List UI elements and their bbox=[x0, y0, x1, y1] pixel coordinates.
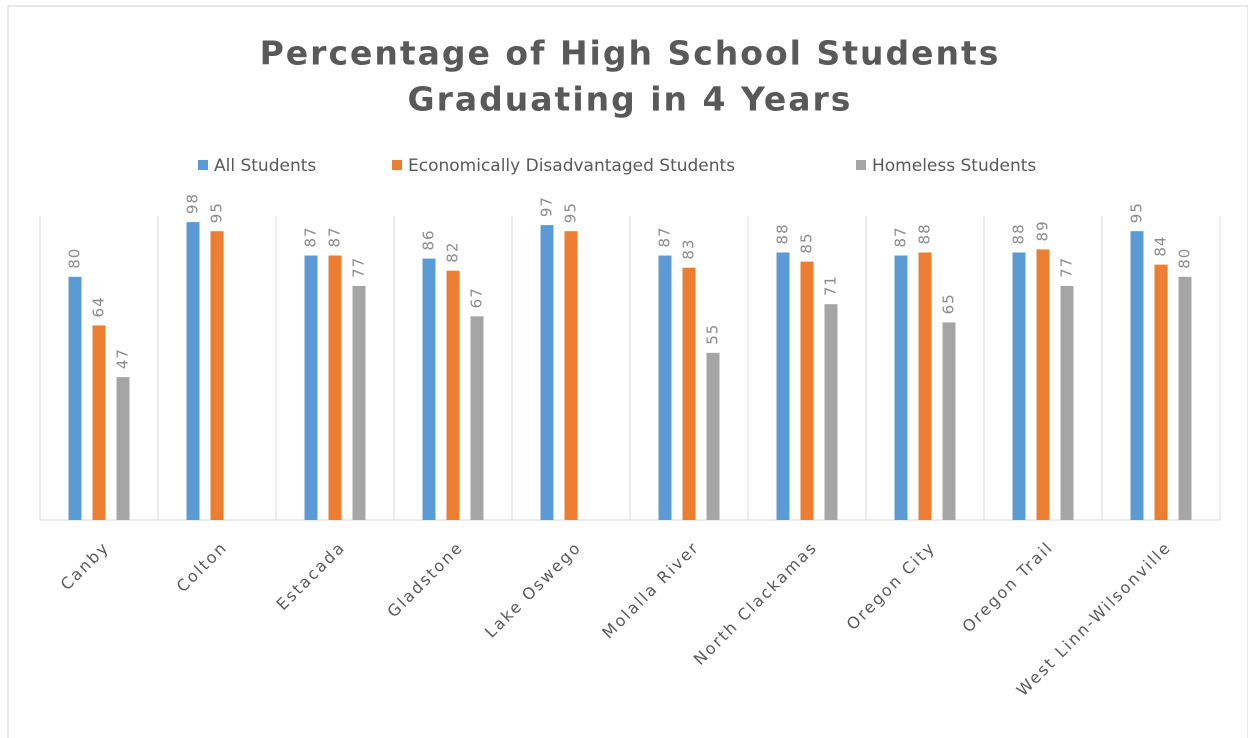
data-label: 95 bbox=[1128, 202, 1146, 223]
bar bbox=[210, 231, 224, 520]
data-label: 98 bbox=[184, 193, 202, 214]
data-label: 80 bbox=[66, 248, 84, 269]
bar bbox=[1178, 276, 1192, 520]
data-label: 83 bbox=[680, 239, 698, 260]
bar bbox=[1012, 252, 1026, 521]
data-label: 84 bbox=[1152, 236, 1170, 257]
legend-swatch bbox=[392, 160, 402, 170]
bar bbox=[800, 261, 814, 520]
data-label: 47 bbox=[114, 348, 132, 369]
bar bbox=[116, 377, 130, 520]
chart-title: Percentage of High School Students bbox=[260, 34, 1001, 73]
bar bbox=[422, 258, 436, 520]
data-label: 87 bbox=[656, 226, 674, 247]
data-label: 71 bbox=[822, 275, 840, 296]
data-label: 88 bbox=[774, 223, 792, 244]
bar bbox=[328, 255, 342, 520]
legend-swatch bbox=[856, 160, 866, 170]
bar bbox=[942, 322, 956, 520]
data-label: 87 bbox=[302, 226, 320, 247]
legend-label: All Students bbox=[214, 156, 316, 176]
data-label: 89 bbox=[1034, 220, 1052, 241]
bar bbox=[706, 352, 720, 520]
data-label: 95 bbox=[562, 202, 580, 223]
legend-label: Economically Disadvantaged Students bbox=[408, 156, 735, 176]
bar bbox=[918, 252, 932, 521]
data-label: 82 bbox=[444, 242, 462, 263]
data-label: 80 bbox=[1176, 248, 1194, 269]
bar bbox=[68, 276, 82, 520]
bar bbox=[470, 316, 484, 520]
legend-label: Homeless Students bbox=[872, 156, 1036, 176]
bar bbox=[304, 255, 318, 520]
data-label: 55 bbox=[704, 324, 722, 345]
bar bbox=[1060, 285, 1074, 520]
legend-swatch bbox=[198, 160, 208, 170]
bar bbox=[894, 255, 908, 520]
bar bbox=[824, 304, 838, 520]
bar bbox=[682, 267, 696, 520]
bar bbox=[1154, 264, 1168, 520]
bar bbox=[186, 222, 200, 520]
bar bbox=[92, 325, 106, 520]
bar bbox=[658, 255, 672, 520]
data-label: 85 bbox=[798, 233, 816, 254]
data-label: 64 bbox=[90, 296, 108, 317]
data-label: 88 bbox=[1010, 223, 1028, 244]
data-label: 97 bbox=[538, 196, 556, 217]
bar bbox=[1130, 231, 1144, 520]
bar bbox=[1036, 249, 1050, 520]
data-label: 87 bbox=[892, 226, 910, 247]
data-label: 87 bbox=[326, 226, 344, 247]
chart-title: Graduating in 4 Years bbox=[408, 80, 853, 119]
bar bbox=[352, 285, 366, 520]
data-label: 95 bbox=[208, 202, 226, 223]
bar bbox=[540, 225, 554, 520]
data-label: 77 bbox=[350, 257, 368, 278]
data-label: 86 bbox=[420, 229, 438, 250]
data-label: 65 bbox=[940, 293, 958, 314]
bar bbox=[446, 270, 460, 520]
bar bbox=[564, 231, 578, 520]
bar bbox=[776, 252, 790, 521]
data-label: 67 bbox=[468, 287, 486, 308]
data-label: 77 bbox=[1058, 257, 1076, 278]
data-label: 88 bbox=[916, 223, 934, 244]
